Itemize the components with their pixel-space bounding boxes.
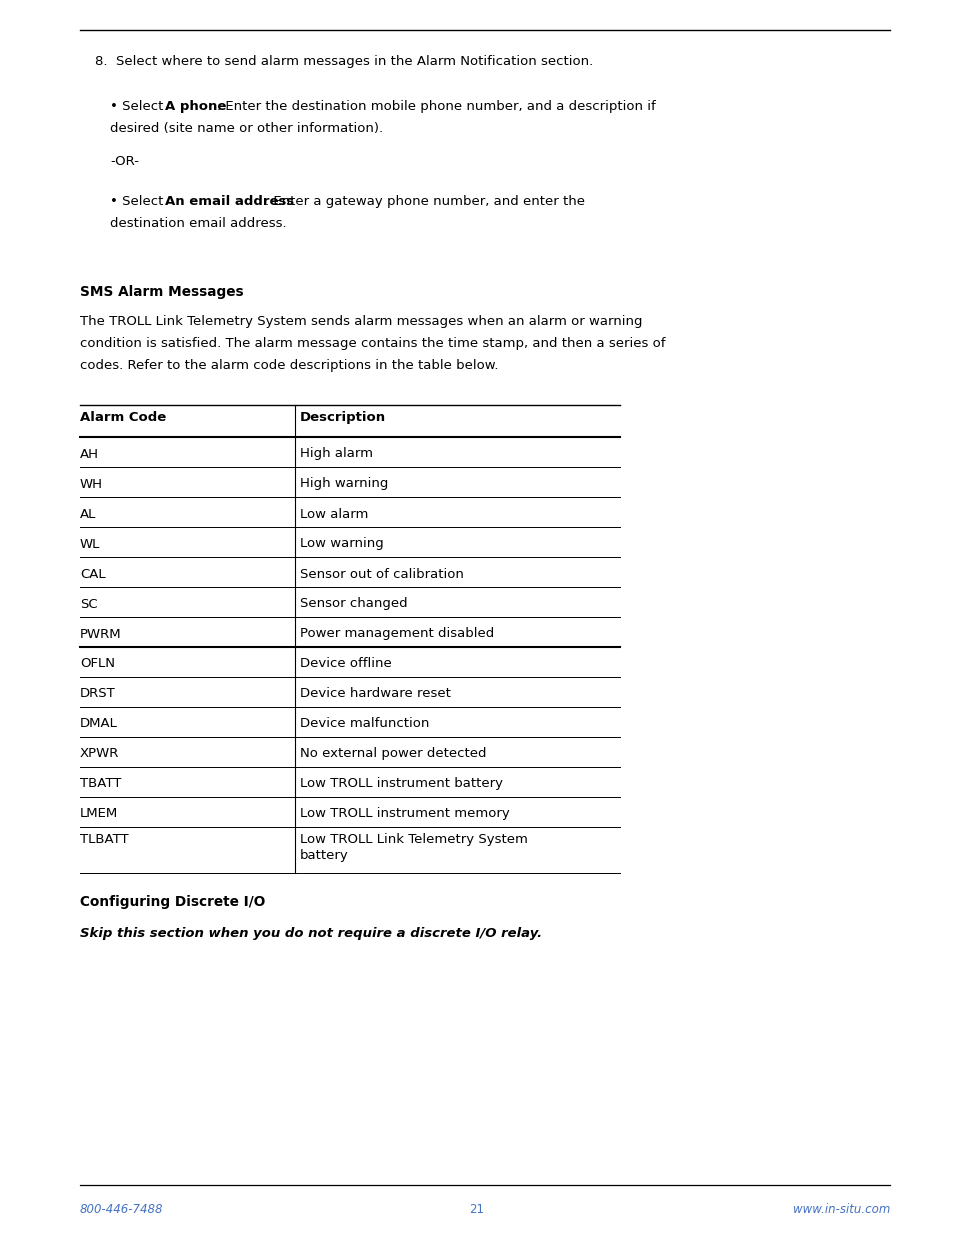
Text: DRST: DRST (80, 688, 115, 700)
Text: Device hardware reset: Device hardware reset (299, 688, 451, 700)
Text: Power management disabled: Power management disabled (299, 627, 494, 641)
Text: Low TROLL instrument memory: Low TROLL instrument memory (299, 808, 509, 820)
Text: SMS Alarm Messages: SMS Alarm Messages (80, 285, 243, 299)
Text: • Select: • Select (110, 100, 168, 112)
Text: battery: battery (299, 848, 349, 862)
Text: -OR-: -OR- (110, 156, 139, 168)
Text: Configuring Discrete I/O: Configuring Discrete I/O (80, 895, 265, 909)
Text: PWRM: PWRM (80, 627, 121, 641)
Text: An email address: An email address (165, 195, 294, 207)
Text: . Enter the destination mobile phone number, and a description if: . Enter the destination mobile phone num… (216, 100, 655, 112)
Text: Device malfunction: Device malfunction (299, 718, 429, 730)
Text: The TROLL Link Telemetry System sends alarm messages when an alarm or warning: The TROLL Link Telemetry System sends al… (80, 315, 641, 329)
Text: Low TROLL Link Telemetry System: Low TROLL Link Telemetry System (299, 832, 527, 846)
Text: 21: 21 (469, 1203, 484, 1216)
Text: AH: AH (80, 447, 99, 461)
Text: WL: WL (80, 537, 100, 551)
Text: Low TROLL instrument battery: Low TROLL instrument battery (299, 778, 502, 790)
Text: destination email address.: destination email address. (110, 217, 286, 230)
Text: High warning: High warning (299, 478, 388, 490)
Text: DMAL: DMAL (80, 718, 118, 730)
Text: A phone: A phone (165, 100, 226, 112)
Text: desired (site name or other information).: desired (site name or other information)… (110, 122, 383, 135)
Text: www.in-situ.com: www.in-situ.com (792, 1203, 889, 1216)
Text: 800-446-7488: 800-446-7488 (80, 1203, 163, 1216)
Text: No external power detected: No external power detected (299, 747, 486, 761)
Text: TBATT: TBATT (80, 778, 121, 790)
Text: Low warning: Low warning (299, 537, 383, 551)
Text: OFLN: OFLN (80, 657, 115, 671)
Text: Sensor changed: Sensor changed (299, 598, 407, 610)
Text: SC: SC (80, 598, 97, 610)
Text: condition is satisfied. The alarm message contains the time stamp, and then a se: condition is satisfied. The alarm messag… (80, 337, 665, 350)
Text: • Select: • Select (110, 195, 168, 207)
Text: WH: WH (80, 478, 103, 490)
Text: Skip this section when you do not require a discrete I/O relay.: Skip this section when you do not requir… (80, 927, 541, 940)
Text: XPWR: XPWR (80, 747, 119, 761)
Text: TLBATT: TLBATT (80, 832, 129, 846)
Text: High alarm: High alarm (299, 447, 373, 461)
Text: Low alarm: Low alarm (299, 508, 368, 520)
Text: . Enter a gateway phone number, and enter the: . Enter a gateway phone number, and ente… (265, 195, 584, 207)
Text: Device offline: Device offline (299, 657, 392, 671)
Text: CAL: CAL (80, 568, 106, 580)
Text: codes. Refer to the alarm code descriptions in the table below.: codes. Refer to the alarm code descripti… (80, 359, 498, 372)
Text: Alarm Code: Alarm Code (80, 411, 166, 424)
Text: 8.  Select where to send alarm messages in the Alarm Notification section.: 8. Select where to send alarm messages i… (95, 56, 593, 68)
Text: Description: Description (299, 411, 386, 424)
Text: AL: AL (80, 508, 96, 520)
Text: LMEM: LMEM (80, 808, 118, 820)
Text: Sensor out of calibration: Sensor out of calibration (299, 568, 463, 580)
